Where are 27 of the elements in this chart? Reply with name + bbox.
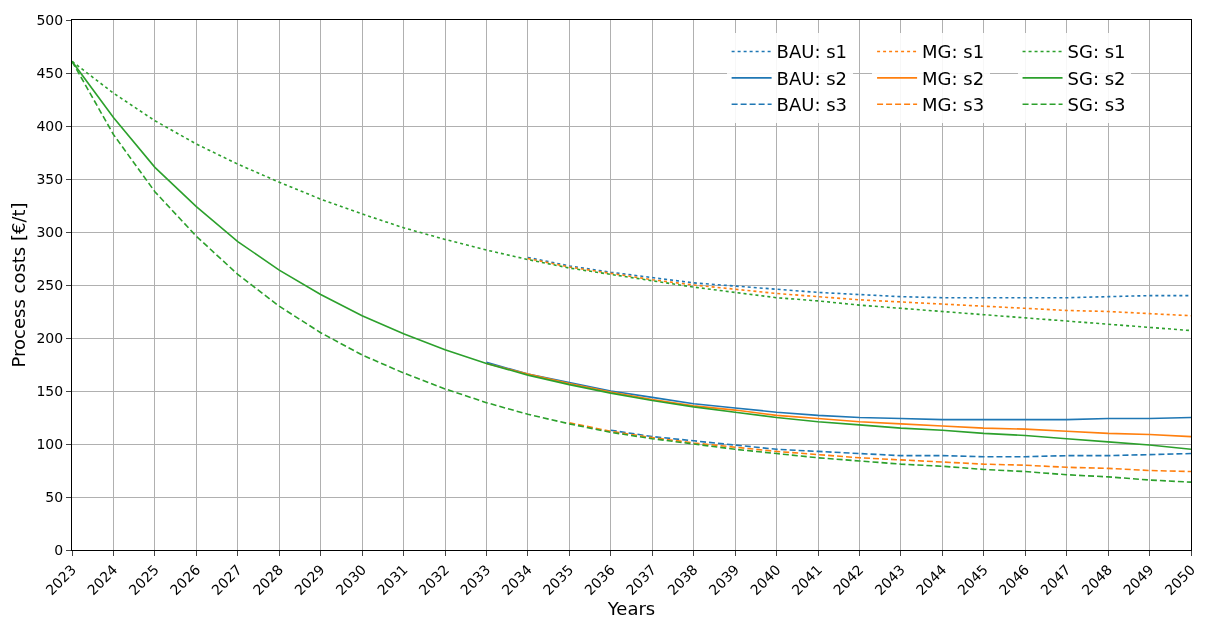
y-tick-label: 150 xyxy=(36,382,64,399)
line-series xyxy=(568,422,1191,473)
y-tick-label: 350 xyxy=(36,170,64,187)
legend-label: SG: s1 xyxy=(1067,41,1126,63)
legend-label: BAU: s1 xyxy=(776,41,848,63)
y-axis-title: Process costs [€/t] xyxy=(7,202,29,368)
line-series xyxy=(527,257,1191,317)
line-series xyxy=(609,429,1191,458)
legend-label: BAU: s3 xyxy=(776,94,848,116)
y-tick-label: 450 xyxy=(36,64,64,81)
legend-label: MG: s1 xyxy=(922,41,985,63)
y-tick-label: 500 xyxy=(36,11,64,28)
legend-label: BAU: s2 xyxy=(776,67,848,89)
line-series xyxy=(527,256,1191,299)
legend-label: SG: s2 xyxy=(1067,67,1126,89)
y-tick-label: 400 xyxy=(36,117,64,134)
y-tick-label: 250 xyxy=(36,276,64,293)
y-tick-label: 200 xyxy=(36,329,64,346)
line-series xyxy=(485,361,1191,421)
y-tick-label: 100 xyxy=(36,435,64,452)
x-axis-title: Years xyxy=(606,598,656,620)
legend-label: MG: s2 xyxy=(922,67,985,89)
y-tick-label: 0 xyxy=(54,541,64,558)
y-tick-label: 300 xyxy=(36,223,64,240)
y-tick-label: 50 xyxy=(45,488,64,505)
legend-label: SG: s3 xyxy=(1067,94,1126,116)
legend-label: MG: s3 xyxy=(922,94,985,116)
